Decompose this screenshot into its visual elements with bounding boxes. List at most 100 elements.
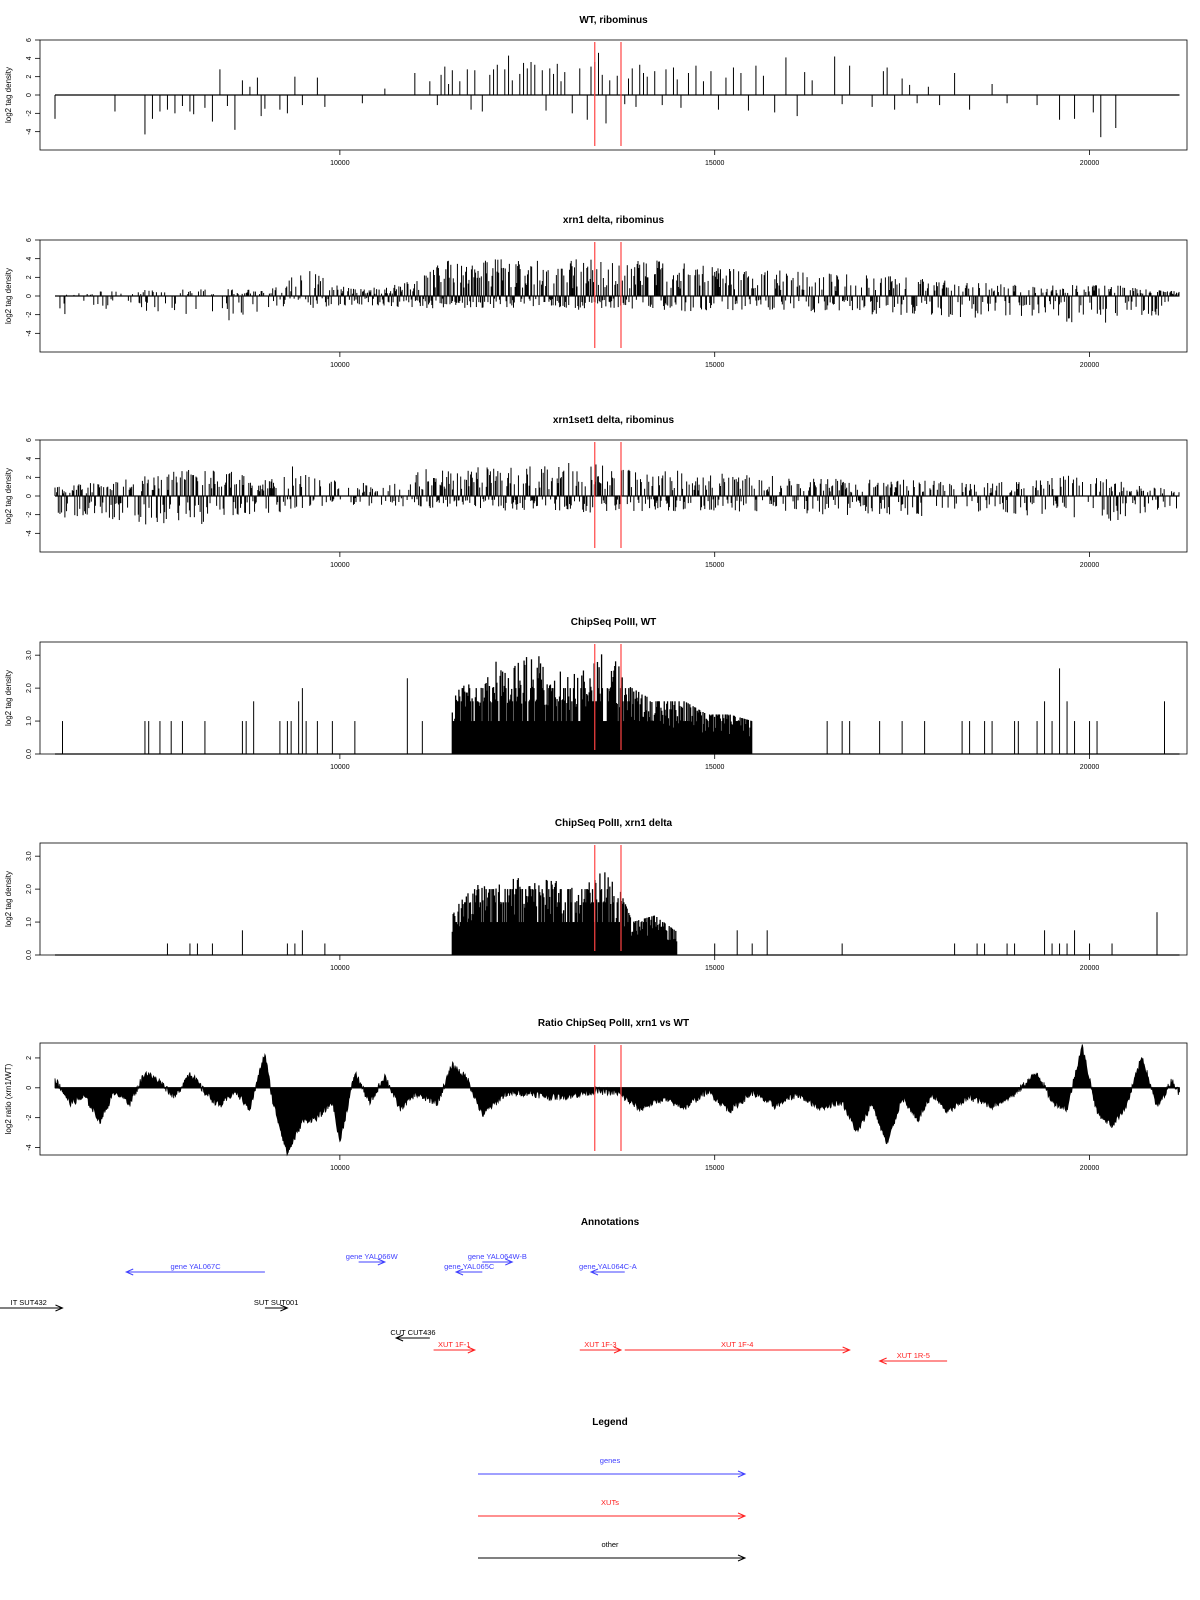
y-tick-label: 4 [26,457,33,461]
annotation-item: SUT SUT001 [254,1298,298,1312]
y-tick-label: 0 [26,294,33,298]
annotation-item: gene YAL066W [346,1252,399,1266]
x-tick-label: 10000 [330,362,350,369]
y-tick-label: -4 [26,530,33,536]
x-tick-label: 10000 [330,764,350,771]
y-tick-label: 1.0 [26,716,33,726]
legend-arrowhead [737,1512,747,1520]
y-tick-label: -4 [26,330,33,336]
annotation-label: SUT SUT001 [254,1298,298,1307]
x-tick-label: 10000 [330,562,350,569]
y-tick-label: 4 [26,257,33,261]
annotation-label: XUT 1R-5 [897,1351,930,1360]
chart-panel-2: xrn1 delta, ribominus log2 tag density 6 4 2… [4,215,1188,369]
y-tick-label: 0.0 [26,749,33,759]
data-series [166,872,1158,955]
annotation-arrowhead [613,1346,623,1354]
y-tick-label: 3.0 [26,650,33,660]
legend-arrowhead [737,1554,747,1562]
y-tick-label: 0 [26,494,33,498]
x-tick-label: 15000 [705,764,725,771]
annotation-label: gene YAL067C [170,1262,221,1271]
y-axis-label: log2 tag density [4,670,13,726]
y-tick-label: 0 [26,93,33,97]
annotation-label: XUT 1F-4 [721,1340,753,1349]
y-tick-label: 2 [26,275,33,279]
annotation-arrowhead [878,1357,887,1365]
annotation-arrowhead [505,1258,514,1266]
legend-item: other [478,1540,747,1562]
annotation-label: gene YAL064W-B [468,1252,527,1261]
annotation-label: gene YAL064C-A [579,1262,637,1271]
y-tick-label: 6 [26,438,33,442]
y-tick-label: 2.0 [26,683,33,693]
x-tick-label: 20000 [1080,160,1100,167]
annotation-label: XUT 1F-3 [584,1340,616,1349]
x-tick-label: 15000 [705,562,725,569]
chart-panels: WT, ribominus log2 tag density 6 4 2 0 -2 -4 100… [4,15,1188,1172]
y-tick-label: -2 [26,311,33,317]
annotation-item: XUT 1R-5 [878,1351,948,1365]
y-axis-label: log2 ratio (xrn1/WT) [4,1063,13,1134]
x-tick-label: 15000 [705,1165,725,1172]
annotation-item: XUT 1F-3 [579,1340,623,1354]
x-tick-label: 15000 [705,160,725,167]
data-series [54,52,1117,138]
annotation-label: gene YAL066W [346,1252,399,1261]
y-tick-label: 4 [26,56,33,60]
y-axis-label: log2 tag density [4,871,13,927]
chart-title: Ratio ChipSeq PolII, xrn1 vs WT [538,1018,689,1029]
annotation-item: gene YAL064W-B [468,1252,527,1266]
x-tick-label: 20000 [1080,764,1100,771]
legend-item: XUTs [478,1498,747,1520]
legend-arrowhead [737,1470,747,1478]
plot-frame [39,1042,1188,1156]
x-tick-label: 20000 [1080,965,1100,972]
annotation-item: XUT 1F-4 [624,1340,851,1354]
y-tick-label: 3.0 [26,851,33,861]
ratio-area [54,1044,1180,1157]
legend-label: genes [600,1456,621,1465]
y-tick-label: 0.0 [26,950,33,960]
annotation-label: CUT CUT436 [390,1328,435,1337]
annotation-label: gene YAL065C [444,1262,495,1271]
x-tick-label: 20000 [1080,562,1100,569]
y-tick-label: -4 [26,1144,33,1150]
y-tick-label: 6 [26,238,33,242]
y-tick-label: 1.0 [26,917,33,927]
annotation-arrowhead [589,1268,599,1276]
annotation-item: gene YAL065C [444,1262,495,1276]
chart-title: WT, ribominus [579,15,648,26]
y-tick-label: 2.0 [26,884,33,894]
annotations-section: Annotations gene YAL067C gene YAL066W gene… [0,1217,948,1365]
annotation-arrowhead [454,1268,464,1276]
annotation-item: gene YAL064C-A [579,1262,637,1276]
y-tick-label: 2 [26,1056,33,1060]
annotation-arrowhead [280,1304,289,1312]
x-tick-label: 15000 [705,965,725,972]
annotation-item: IT SUT432 [0,1298,64,1312]
annotation-arrowhead [55,1304,64,1312]
chart-title: ChipSeq PolII, WT [571,617,657,628]
y-tick-label: 2 [26,75,33,79]
x-tick-label: 20000 [1080,1165,1100,1172]
annotations-title: Annotations [581,1217,640,1228]
y-tick-label: -4 [26,128,33,134]
annotation-item: CUT CUT436 [390,1328,436,1342]
chart-panel-4: ChipSeq PolII, WT log2 tag density 0.0 1.0 2… [4,617,1188,771]
legend-label: XUTs [601,1498,619,1507]
annotation-item: gene YAL067C [124,1262,265,1276]
legend-title: Legend [592,1417,628,1428]
y-axis-label: log2 tag density [4,268,13,324]
y-axis-label: log2 tag density [4,468,13,524]
legend-item: genes [478,1456,747,1478]
x-tick-label: 15000 [705,362,725,369]
annotation-label: XUT 1F-1 [438,1340,470,1349]
y-tick-label: 2 [26,475,33,479]
y-axis-label: log2 tag density [4,67,13,123]
x-tick-label: 10000 [330,1165,350,1172]
chart-panel-3: xrn1set1 delta, ribominus log2 tag densit… [4,415,1188,569]
